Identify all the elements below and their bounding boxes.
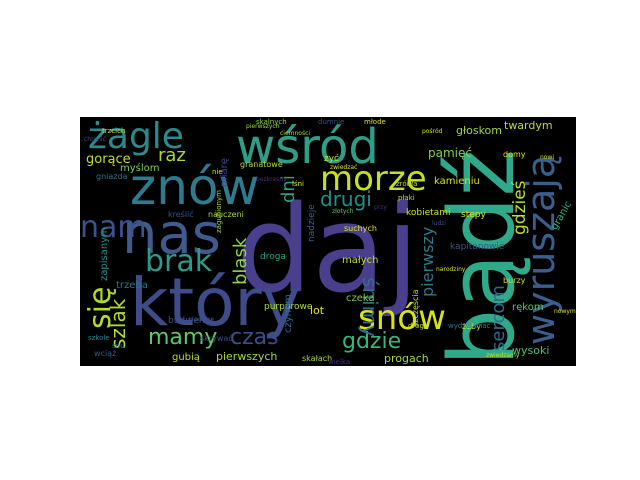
word: nam	[80, 210, 147, 245]
word: skrywać	[200, 334, 233, 343]
word: sercom	[488, 285, 509, 351]
word: trzeba	[116, 280, 148, 291]
word: małych	[342, 255, 379, 266]
word: ludzi	[432, 220, 447, 227]
word: czynom	[283, 294, 294, 333]
word: śnimy	[358, 277, 382, 337]
word: burzy	[503, 276, 526, 285]
word: złotych	[332, 208, 354, 215]
word: wciąż	[94, 349, 117, 358]
word: kamieniu	[434, 176, 480, 187]
word: zwiedzamy	[486, 352, 520, 359]
word: droga	[260, 252, 286, 262]
word: zwiedzać	[330, 164, 358, 171]
word: suchych	[344, 224, 377, 233]
word: brak	[145, 244, 213, 279]
word: nie	[212, 168, 223, 176]
word: blask	[230, 237, 251, 285]
word: gradowe	[188, 316, 215, 323]
word: ciemności	[280, 130, 311, 137]
word: stepy	[461, 210, 486, 220]
word: pierwszy	[418, 226, 437, 297]
word: czeka	[346, 293, 375, 304]
word: pośród	[422, 128, 443, 135]
word: trzcich	[102, 127, 126, 135]
word: czas	[230, 325, 279, 350]
word: progach	[384, 352, 429, 365]
word: nadzieje	[307, 204, 317, 242]
word: pierwszych	[246, 123, 280, 130]
word: nowi	[540, 154, 555, 161]
word: snów	[358, 298, 446, 338]
word: wśród	[236, 119, 379, 175]
word: głoskom	[456, 124, 502, 137]
word: kreślić	[168, 210, 194, 219]
word: pamięć	[428, 146, 472, 160]
word: budujemy	[168, 316, 213, 326]
word: zyć	[324, 154, 339, 164]
word: granatowe	[240, 160, 283, 169]
word: wielka	[328, 358, 351, 366]
word: purpurowe	[264, 302, 313, 312]
word: przy	[374, 204, 387, 211]
word: narodziny	[436, 266, 466, 273]
word: zapisanym	[99, 227, 110, 281]
word: gdzie	[342, 329, 402, 354]
word: zagubionym	[215, 190, 223, 233]
word: kobietami	[406, 208, 451, 218]
word: daj	[236, 181, 420, 320]
word: chronić	[84, 136, 106, 143]
word: raz	[158, 145, 186, 166]
word: drogi	[408, 322, 426, 330]
word: pierwszych	[216, 350, 278, 363]
word: który	[130, 264, 301, 341]
word-cloud: daj bądź który nas znów wśród wyruszają …	[80, 117, 576, 366]
word: żeby	[462, 322, 481, 331]
word: gorące	[86, 152, 131, 167]
word: gubią	[172, 352, 200, 363]
word: rękom	[512, 302, 544, 313]
word: nauczeni	[208, 210, 244, 219]
word: myślom	[120, 163, 160, 174]
word: skałach	[302, 354, 333, 363]
word: żagle	[88, 117, 184, 157]
word: mamy	[148, 325, 218, 350]
word: źródła	[396, 180, 418, 188]
word: twardym	[504, 119, 553, 132]
word: lśni	[292, 180, 304, 188]
word: gniazda	[96, 172, 128, 181]
word: płaki	[398, 194, 415, 202]
word: szkole	[88, 334, 110, 342]
word: znów	[130, 158, 260, 216]
word: drugi	[320, 187, 372, 211]
word: kapitanowie	[450, 242, 505, 252]
word: morze	[320, 159, 427, 199]
word: nowym	[554, 308, 576, 315]
word: młode	[364, 118, 386, 126]
word: lot	[310, 304, 325, 317]
word: gdzieś	[510, 180, 530, 235]
word: bezkresny	[256, 176, 287, 183]
word: nas	[122, 202, 221, 267]
word: skalnych	[256, 118, 287, 126]
word: dumnie	[318, 118, 345, 126]
word: domy	[503, 150, 526, 159]
word: wysoki	[512, 344, 550, 357]
word: snu	[112, 342, 125, 350]
word: wydzwaniać	[448, 322, 491, 330]
